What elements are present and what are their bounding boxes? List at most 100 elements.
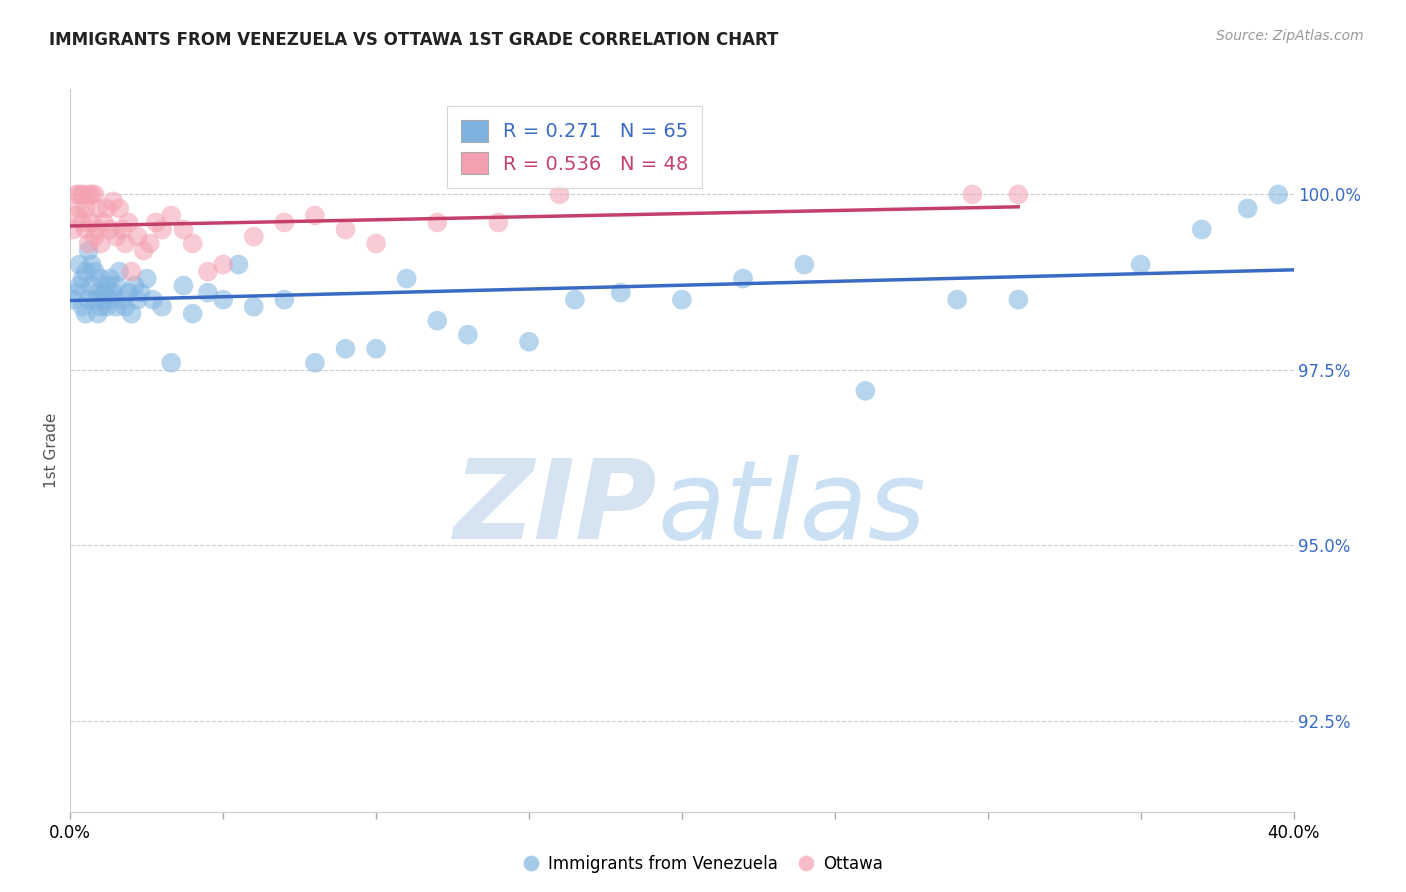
- Y-axis label: 1st Grade: 1st Grade: [44, 413, 59, 488]
- Point: [142, 293, 165, 307]
- Point: [111, 222, 134, 236]
- Point: [83, 229, 105, 244]
- Point: [139, 236, 162, 251]
- Point: [117, 215, 139, 229]
- Point: [457, 327, 479, 342]
- Point: [75, 307, 97, 321]
- Point: [335, 222, 357, 236]
- Point: [105, 229, 128, 244]
- Point: [80, 215, 103, 229]
- Point: [108, 264, 131, 278]
- Point: [98, 293, 121, 307]
- Point: [93, 285, 115, 300]
- Point: [62, 293, 84, 307]
- Point: [75, 264, 97, 278]
- Point: [83, 187, 105, 202]
- Point: [426, 314, 449, 328]
- Point: [98, 222, 121, 236]
- Point: [127, 229, 149, 244]
- Point: [121, 264, 143, 278]
- Point: [426, 215, 449, 229]
- Point: [80, 258, 103, 272]
- Point: [1007, 187, 1029, 202]
- Point: [160, 356, 183, 370]
- Point: [69, 258, 91, 272]
- Point: [121, 307, 143, 321]
- Point: [105, 300, 128, 314]
- Point: [197, 264, 219, 278]
- Point: [855, 384, 877, 398]
- Point: [93, 293, 115, 307]
- Point: [145, 215, 167, 229]
- Point: [69, 202, 91, 216]
- Text: atlas: atlas: [658, 455, 927, 562]
- Text: IMMIGRANTS FROM VENEZUELA VS OTTAWA 1ST GRADE CORRELATION CHART: IMMIGRANTS FROM VENEZUELA VS OTTAWA 1ST …: [49, 31, 779, 49]
- Point: [98, 271, 121, 285]
- Legend: R = 0.271   N = 65, R = 0.536   N = 48: R = 0.271 N = 65, R = 0.536 N = 48: [447, 106, 702, 188]
- Point: [1191, 222, 1213, 236]
- Point: [1007, 293, 1029, 307]
- Point: [733, 271, 755, 285]
- Point: [87, 307, 110, 321]
- Point: [793, 258, 815, 272]
- Point: [150, 300, 173, 314]
- Point: [72, 187, 94, 202]
- Point: [87, 222, 110, 236]
- Text: Source: ZipAtlas.com: Source: ZipAtlas.com: [1216, 29, 1364, 43]
- Point: [488, 215, 510, 229]
- Point: [83, 293, 105, 307]
- Point: [90, 300, 112, 314]
- Point: [62, 222, 84, 236]
- Point: [395, 271, 418, 285]
- Point: [77, 293, 100, 307]
- Point: [150, 222, 173, 236]
- Point: [962, 187, 984, 202]
- Point: [671, 293, 693, 307]
- Point: [197, 285, 219, 300]
- Point: [69, 278, 91, 293]
- Point: [77, 187, 100, 202]
- Point: [69, 187, 91, 202]
- Point: [65, 285, 87, 300]
- Point: [127, 293, 149, 307]
- Point: [72, 271, 94, 285]
- Point: [172, 222, 194, 236]
- Point: [946, 293, 969, 307]
- Point: [65, 209, 87, 223]
- Point: [610, 285, 633, 300]
- Point: [87, 285, 110, 300]
- Point: [90, 271, 112, 285]
- Point: [160, 209, 183, 223]
- Point: [77, 236, 100, 251]
- Point: [181, 236, 204, 251]
- Point: [105, 278, 128, 293]
- Point: [228, 258, 250, 272]
- Point: [77, 244, 100, 258]
- Point: [335, 342, 357, 356]
- Point: [1129, 258, 1152, 272]
- Point: [129, 285, 152, 300]
- Point: [273, 215, 295, 229]
- Point: [80, 187, 103, 202]
- Point: [548, 187, 571, 202]
- Point: [243, 300, 266, 314]
- Point: [124, 278, 146, 293]
- Point: [1236, 202, 1258, 216]
- Point: [75, 222, 97, 236]
- Point: [132, 244, 155, 258]
- Point: [80, 278, 103, 293]
- Point: [181, 307, 204, 321]
- Point: [96, 278, 118, 293]
- Point: [114, 236, 136, 251]
- Point: [96, 202, 118, 216]
- Point: [72, 300, 94, 314]
- Point: [366, 236, 388, 251]
- Point: [172, 278, 194, 293]
- Point: [65, 187, 87, 202]
- Point: [273, 293, 295, 307]
- Point: [1267, 187, 1289, 202]
- Point: [212, 258, 235, 272]
- Point: [135, 271, 157, 285]
- Text: ZIP: ZIP: [454, 455, 658, 562]
- Point: [108, 202, 131, 216]
